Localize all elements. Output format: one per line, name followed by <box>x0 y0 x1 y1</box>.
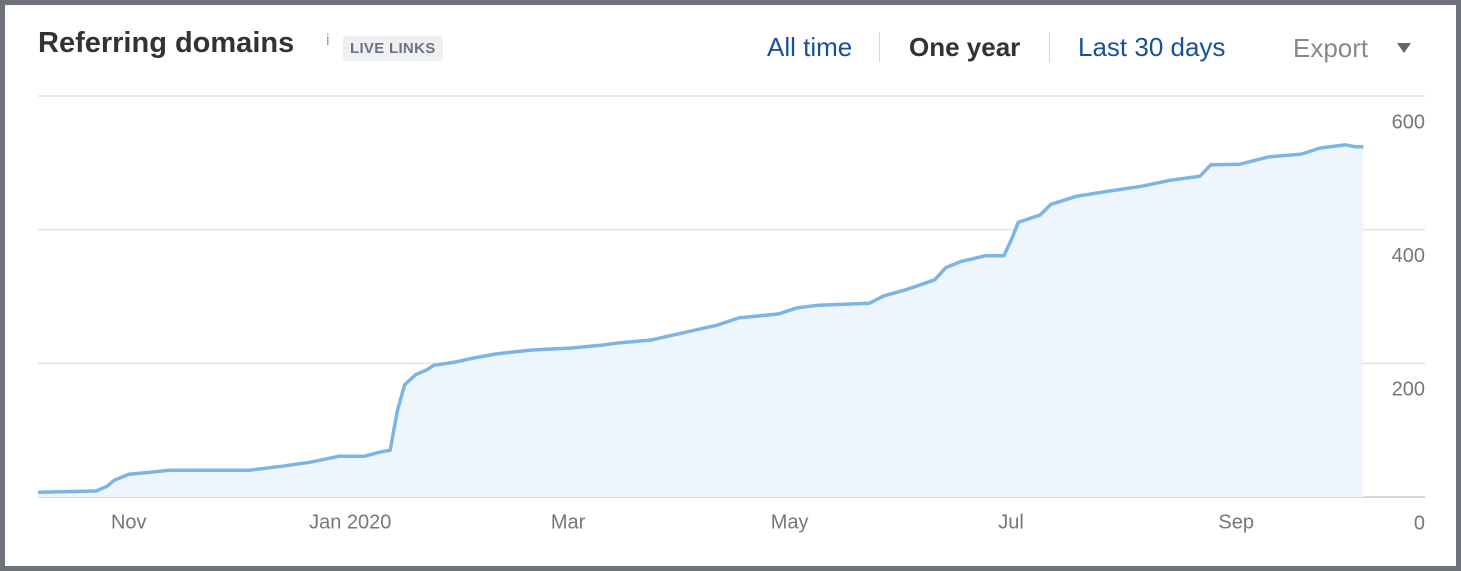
separator <box>1049 32 1050 62</box>
tab[interactable]: One year <box>909 32 1021 62</box>
info-icon[interactable]: i <box>326 32 330 49</box>
y-tick-label: 0 <box>1414 512 1425 534</box>
y-tick-label: 400 <box>1392 245 1425 267</box>
area <box>38 144 1364 498</box>
badge: LIVE LINKS <box>343 36 443 61</box>
x-tick-label: Nov <box>111 511 147 533</box>
y-tick-label: 600 <box>1392 111 1425 133</box>
x-tick-label: Sep <box>1218 511 1254 533</box>
x-tick-label: Jul <box>998 511 1024 533</box>
export-button[interactable]: Export <box>1293 33 1369 63</box>
x-tick-label: Jan 2020 <box>309 511 391 533</box>
tab[interactable]: All time <box>767 32 853 62</box>
export-caret[interactable] <box>1397 43 1411 53</box>
y-tick-label: 200 <box>1392 379 1425 401</box>
tab[interactable]: Last 30 days <box>1078 32 1226 62</box>
title: Referring domains <box>38 27 295 59</box>
line <box>37 143 1364 495</box>
x-tick-label: Mar <box>551 511 586 533</box>
x-tick-label: May <box>771 511 809 533</box>
separator <box>879 32 880 62</box>
